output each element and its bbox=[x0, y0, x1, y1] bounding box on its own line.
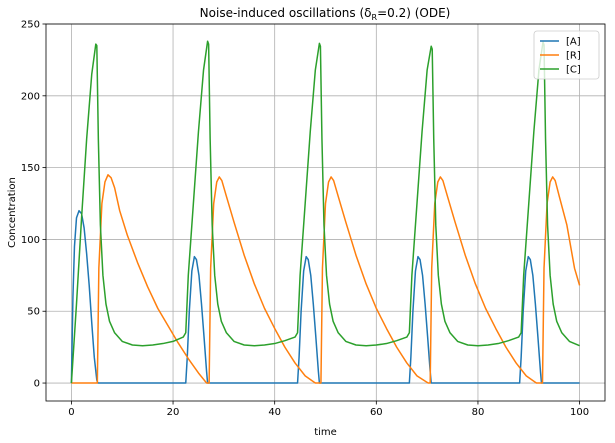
series-line-3 bbox=[70, 40, 580, 384]
legend-label-2: [R] bbox=[566, 51, 581, 62]
y-tick-label: 150 bbox=[21, 163, 40, 174]
legend: [A] [R] [C] bbox=[533, 30, 600, 80]
y-axis-ticks: 0 50 100 150 200 250 bbox=[21, 20, 46, 390]
plot-area-frame bbox=[45, 23, 606, 402]
x-tick-label: 40 bbox=[268, 407, 281, 418]
x-tick-label: 20 bbox=[167, 407, 180, 418]
y-tick-label: 250 bbox=[21, 20, 40, 31]
y-tick-label: 0 bbox=[34, 379, 40, 390]
chart-title: Noise-induced oscillations (δR=0.2) (ODE… bbox=[200, 6, 451, 22]
y-axis-label: Concentration bbox=[7, 177, 18, 248]
x-axis-ticks: 0 20 40 60 80 100 bbox=[68, 401, 589, 418]
chart-title-main: Noise-induced oscillations (δ bbox=[200, 6, 372, 20]
legend-box bbox=[533, 30, 600, 80]
series-line-1 bbox=[70, 209, 580, 384]
y-tick-label: 50 bbox=[27, 307, 40, 318]
legend-label-1: [A] bbox=[566, 37, 581, 48]
x-axis-label: time bbox=[314, 427, 337, 438]
legend-label-3: [C] bbox=[566, 65, 581, 76]
series-line-2 bbox=[71, 174, 581, 384]
x-tick-label: 80 bbox=[472, 407, 485, 418]
y-tick-label: 200 bbox=[21, 91, 40, 102]
x-tick-label: 60 bbox=[370, 407, 383, 418]
chart-title-subscript: R bbox=[372, 13, 378, 22]
x-tick-label: 100 bbox=[570, 407, 589, 418]
chart-title-tail: =0.2) (ODE) bbox=[377, 6, 450, 20]
x-tick-label: 0 bbox=[68, 407, 74, 418]
plot-series bbox=[70, 40, 581, 384]
y-tick-label: 100 bbox=[21, 235, 40, 246]
